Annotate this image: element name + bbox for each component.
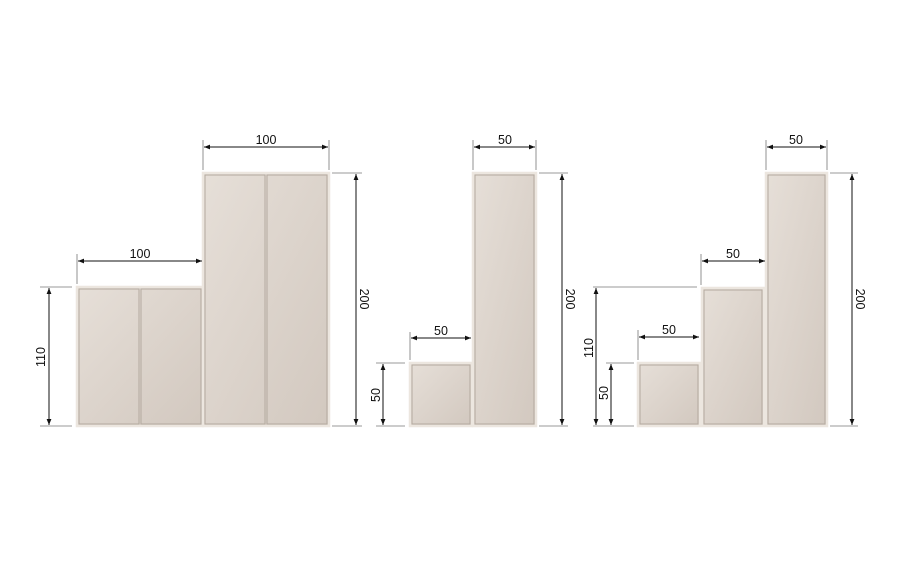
tall-cabinet xyxy=(471,171,538,428)
dimension-label: 50 xyxy=(597,386,611,400)
configuration-2: 50 50 50 200 xyxy=(369,133,577,428)
dimension-label: 100 xyxy=(130,247,151,261)
configuration-1: 100 100 110 200 xyxy=(34,133,371,428)
medium-cabinet xyxy=(700,286,766,428)
small-cabinet xyxy=(408,361,474,428)
dimension-label: 200 xyxy=(357,289,371,310)
dimension-label: 50 xyxy=(434,324,448,338)
small-cabinet xyxy=(636,361,702,428)
dimension-label: 110 xyxy=(582,338,596,358)
dimension-label: 50 xyxy=(726,247,740,261)
tall-cabinet xyxy=(201,171,331,428)
dimension-label: 110 xyxy=(34,347,48,367)
dimension-label: 50 xyxy=(789,133,803,147)
tall-cabinet xyxy=(764,171,829,428)
dimension-label: 200 xyxy=(853,289,867,310)
dimension-label: 50 xyxy=(369,388,383,402)
dimension-label: 200 xyxy=(563,289,577,310)
dimension-label: 100 xyxy=(256,133,277,147)
dimension-label: 50 xyxy=(498,133,512,147)
configuration-3: 50 50 50 110 50 200 xyxy=(582,133,867,428)
dimension-label: 50 xyxy=(662,323,676,337)
low-cabinet xyxy=(75,285,205,428)
